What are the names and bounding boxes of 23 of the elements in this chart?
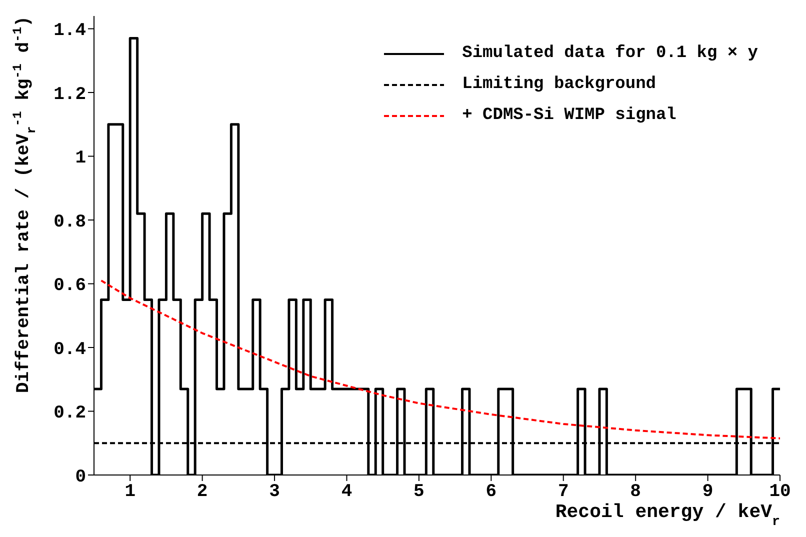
legend-label: Limiting background: [462, 75, 656, 94]
x-tick-label: 5: [414, 482, 424, 502]
x-tick-label: 4: [341, 482, 352, 502]
x-tick-label: 10: [769, 482, 791, 502]
x-tick-label: 9: [702, 482, 714, 502]
x-axis-title: Recoil energy / keV$_{r}$: [555, 501, 780, 528]
y-tick-label: 0.4: [54, 340, 86, 360]
x-tick-label: 3: [269, 482, 280, 502]
y-tick-label: 1: [75, 148, 86, 169]
y-tick-label: 1.2: [54, 84, 86, 105]
legend-label: Simulated data for 0.1 kg × y: [462, 44, 758, 63]
x-tick-label: 6: [486, 482, 497, 502]
y-tick-label: 0.6: [54, 276, 86, 296]
legend-label: + CDMS-Si WIMP signal: [462, 106, 676, 125]
y-tick-label: 0.8: [54, 212, 86, 232]
line-series: [100, 280, 780, 440]
x-tick-label: 2: [196, 482, 208, 502]
x-tick-label: 1: [124, 482, 136, 502]
x-tick-label: 8: [630, 482, 641, 502]
y-tick-label: 0: [75, 467, 86, 488]
x-tick-label: 7: [558, 482, 569, 502]
y-tick-label: 0.2: [54, 404, 86, 424]
y-tick-label: 1.4: [54, 21, 86, 42]
